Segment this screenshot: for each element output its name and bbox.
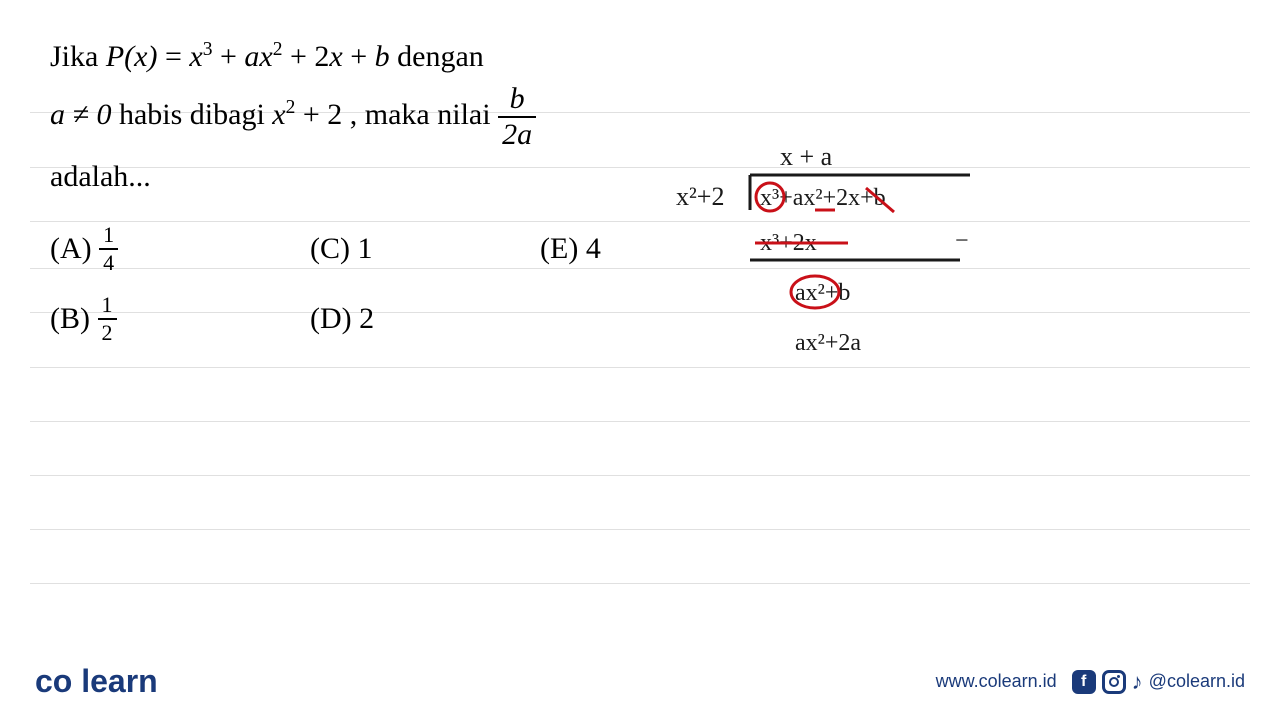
answer-choices: (A) 1 4 (C) 1 (E) 4 (B) 1 2 (D) 2	[50, 224, 1230, 344]
svg-text:x + a: x + a	[780, 142, 833, 171]
answer-c[interactable]: (C) 1	[310, 224, 540, 274]
website-link[interactable]: www.colearn.id	[936, 671, 1057, 692]
svg-text:−: −	[955, 228, 969, 254]
tiktok-icon[interactable]: ♪	[1132, 669, 1143, 695]
instagram-icon[interactable]	[1102, 670, 1126, 694]
question-line-3: adalah...	[50, 150, 1230, 204]
svg-text:ax²+b: ax²+b	[795, 280, 850, 306]
social-icons: f ♪ @colearn.id	[1072, 669, 1245, 695]
question-line-1: Jika P(x) = x3 + ax2 + 2x + b dengan	[50, 30, 1230, 84]
svg-text:ax²+2a: ax²+2a	[795, 330, 861, 356]
answer-d[interactable]: (D) 2	[310, 294, 540, 344]
handwritten-work: x + a x²+2 x³+ax²+2x+b x³+2x − ax²+b ax²…	[670, 140, 990, 390]
facebook-icon[interactable]: f	[1072, 670, 1096, 694]
question-content: Jika P(x) = x3 + ax2 + 2x + b dengan a ≠…	[50, 30, 1230, 344]
footer: co learn www.colearn.id f ♪ @colearn.id	[35, 663, 1245, 700]
answer-b[interactable]: (B) 1 2	[50, 294, 310, 344]
answer-a[interactable]: (A) 1 4	[50, 224, 310, 274]
svg-text:x²+2: x²+2	[676, 182, 724, 211]
question-line-2: a ≠ 0 habis dibagi x2 + 2 , maka nilai b…	[50, 84, 1230, 150]
social-handle: @colearn.id	[1149, 671, 1245, 692]
logo: co learn	[35, 663, 158, 700]
